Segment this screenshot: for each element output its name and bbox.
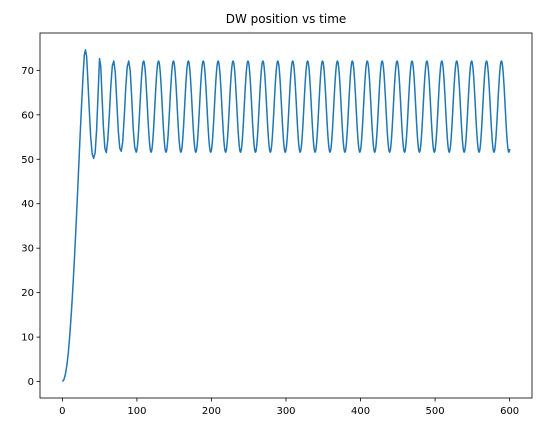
y-tick-label: 40 [21,199,34,210]
x-tick-label: 500 [426,406,445,417]
x-tick-label: 600 [500,406,519,417]
y-tick-label: 20 [21,288,34,299]
y-tick-label: 70 [21,66,34,77]
x-tick-label: 100 [127,406,146,417]
chart-title: DW position vs time [226,12,347,26]
series-line-0 [61,49,511,383]
x-tick-label: 0 [59,406,65,417]
y-tick-label: 50 [21,155,34,166]
ticks-layer: 0 100 200 300 400 500 600 0 10 20 30 40 50 60 70 [21,66,519,417]
series-layer [61,49,511,383]
y-tick-label: 60 [21,110,34,121]
plot-area-frame [39,32,533,399]
y-tick-label: 0 [28,377,34,388]
x-tick-label: 200 [202,406,221,417]
x-tick-label: 300 [276,406,295,417]
x-tick-label: 400 [351,406,370,417]
y-tick-label: 10 [21,333,34,344]
y-tick-label: 30 [21,244,34,255]
